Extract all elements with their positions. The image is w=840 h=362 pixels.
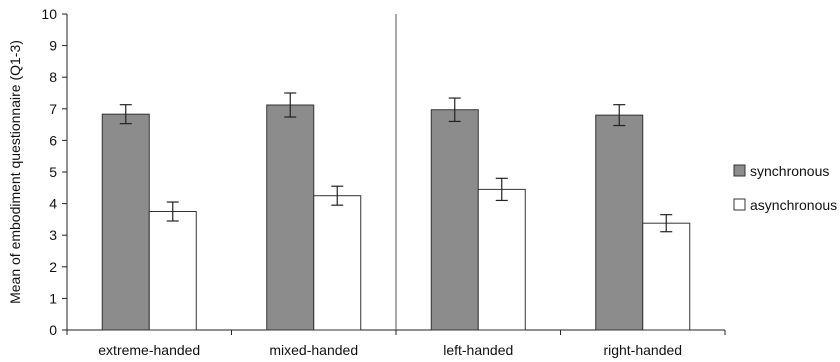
y-tick-label: 3 xyxy=(49,227,57,243)
y-axis: 0 1 2 3 4 5 6 7 8 9 10 xyxy=(41,6,68,338)
y-tick-label: 9 xyxy=(49,38,57,54)
y-tick-label: 1 xyxy=(49,290,57,306)
legend-label-synchronous: synchronous xyxy=(750,163,829,179)
legend: synchronous asynchronous xyxy=(733,163,837,213)
y-tick-label: 10 xyxy=(41,6,57,22)
category-label: extreme-handed xyxy=(98,342,200,358)
bar-asynchronous-mixed-handed xyxy=(313,195,362,331)
legend-label-asynchronous: asynchronous xyxy=(750,197,837,213)
bar-synchronous-mixed-handed xyxy=(266,104,315,331)
y-tick-label: 2 xyxy=(49,259,57,275)
y-tick-label: 7 xyxy=(49,101,57,117)
bar-synchronous-right-handed xyxy=(595,114,644,331)
y-tick-label: 8 xyxy=(49,69,57,85)
legend-swatch-asynchronous xyxy=(733,198,746,211)
y-tick-label: 6 xyxy=(49,132,57,148)
category-label: left-handed xyxy=(443,342,513,358)
bar-synchronous-extreme-handed xyxy=(101,113,150,331)
bar-synchronous-left-handed xyxy=(430,109,479,331)
bars xyxy=(101,92,691,331)
y-tick-label: 5 xyxy=(49,164,57,180)
y-tick-label: 4 xyxy=(49,196,57,212)
y-axis-title: Mean of embodiment questionnaire (Q1-3) xyxy=(7,40,23,304)
y-tick-label: 0 xyxy=(49,322,57,338)
category-label: mixed-handed xyxy=(269,342,358,358)
bar-asynchronous-right-handed xyxy=(642,222,691,331)
bar-asynchronous-left-handed xyxy=(477,188,526,331)
category-label: right-handed xyxy=(603,342,682,358)
legend-swatch-synchronous xyxy=(733,164,746,177)
bar-asynchronous-extreme-handed xyxy=(148,211,197,331)
